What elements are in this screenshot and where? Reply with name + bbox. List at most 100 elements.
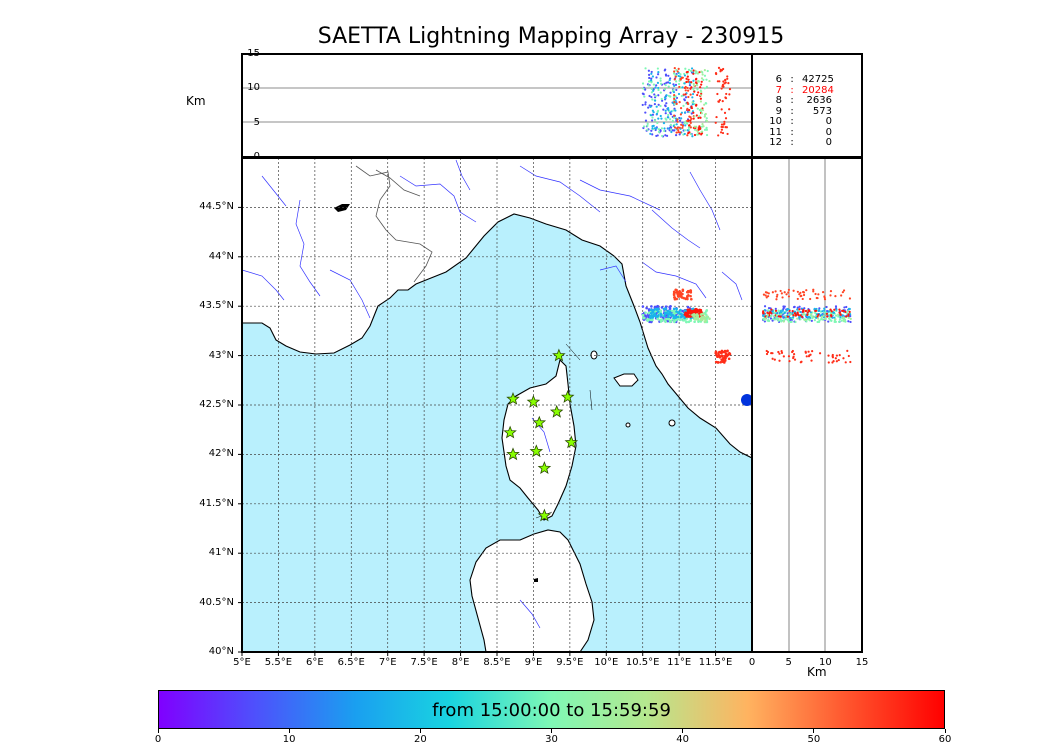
lightning-source: [684, 297, 688, 301]
stats-count: 573: [812, 105, 832, 117]
altitude-source: [673, 70, 676, 73]
lightning-source: [641, 305, 645, 308]
lat-alt-source: [784, 317, 787, 321]
altitude-source: [705, 85, 709, 88]
lat-alt-source: [766, 316, 769, 319]
stats-table: 6:42725 7:20284 8:2636 9:573 10:0 11:0 12:0: [760, 74, 834, 149]
lat-alt-tick-label: 5: [785, 657, 792, 668]
altitude-source: [684, 89, 687, 92]
altitude-source: [693, 90, 696, 93]
lon-tick-label: 8°E: [451, 657, 470, 668]
lat-alt-source: [775, 317, 779, 320]
lat-alt-source: [798, 308, 801, 311]
lat-alt-source: [787, 295, 791, 298]
altitude-source: [665, 81, 668, 84]
lightning-source: [681, 309, 684, 313]
altitude-source: [690, 67, 694, 70]
lat-alt-source: [808, 316, 812, 319]
lightning-source: [708, 317, 711, 320]
altitude-source: [651, 113, 655, 116]
altitude-source: [666, 81, 670, 84]
altitude-source: [684, 96, 688, 99]
altitude-source: [692, 69, 695, 72]
lat-alt-source: [839, 313, 842, 316]
altitude-source: [664, 112, 667, 115]
lon-tick-label: 5°E: [233, 657, 251, 668]
lon-tick-label: 6°E: [306, 657, 324, 668]
lat-alt-source: [830, 310, 833, 313]
lightning-source: [697, 320, 700, 323]
altitude-source: [644, 111, 647, 114]
lightning-source: [694, 307, 698, 311]
altitude-source: [701, 109, 705, 112]
lat-alt-source: [837, 315, 840, 318]
colorbar-tickmark: [551, 729, 552, 733]
altitude-source: [679, 107, 683, 110]
altitude-source: [663, 69, 666, 72]
altitude-source: [657, 128, 661, 131]
altitude-source: [682, 104, 685, 107]
lightning-source: [668, 305, 671, 309]
stats-level: 7: [775, 84, 782, 96]
lat-alt-source: [813, 318, 816, 322]
lat-alt-source: [847, 316, 850, 319]
stats-count: 0: [825, 137, 832, 148]
lat-alt-source: [830, 319, 833, 322]
lat-alt-source: [822, 314, 825, 317]
altitude-source: [718, 80, 721, 83]
altitude-source: [703, 69, 706, 72]
lat-alt-source: [804, 309, 808, 313]
altitude-source: [669, 123, 672, 126]
altitude-source: [660, 134, 664, 138]
altitude-source: [680, 123, 683, 126]
altitude-source: [687, 95, 690, 99]
lat-alt-source: [827, 320, 830, 323]
lat-alt-source: [789, 320, 792, 324]
altitude-source: [659, 91, 662, 94]
altitude-source: [683, 98, 686, 101]
lon-tick-label: 7°E: [378, 657, 397, 668]
altitude-tick-label: 10: [247, 82, 260, 94]
lat-alt-source: [791, 350, 794, 354]
station-star: [532, 415, 547, 429]
altitude-source: [696, 88, 699, 91]
altitude-source: [678, 85, 681, 89]
altitude-source: [655, 84, 658, 87]
altitude-source: [687, 80, 690, 83]
altitude-source: [686, 107, 689, 110]
lat-alt-source: [837, 358, 840, 362]
lightning-source: [674, 316, 677, 320]
altitude-source: [700, 90, 703, 94]
altitude-source: [681, 126, 684, 129]
lightning-source: [679, 312, 683, 316]
altitude-source: [675, 123, 678, 126]
lat-alt-source: [847, 354, 850, 358]
altitude-source: [652, 124, 655, 127]
altitude-source: [702, 125, 705, 128]
lat-alt-source: [833, 308, 836, 311]
altitude-source: [673, 107, 676, 110]
lat-alt-source: [839, 316, 842, 319]
altitude-source: [688, 108, 691, 112]
altitude-source: [670, 130, 673, 134]
altitude-source: [683, 82, 686, 85]
altitude-source: [667, 108, 670, 111]
lightning-source: [686, 305, 690, 309]
altitude-source: [650, 70, 653, 74]
altitude-source: [674, 75, 677, 78]
lat-tick-label: 43°N: [208, 349, 234, 361]
lat-alt-source: [779, 317, 782, 320]
altitude-source: [688, 124, 691, 127]
lightning-source: [668, 320, 672, 324]
altitude-source: [708, 79, 711, 83]
lat-alt-source: [840, 319, 843, 322]
altitude-source: [657, 86, 660, 90]
altitude-source: [650, 119, 654, 122]
altitude-source: [720, 123, 724, 126]
altitude-source: [676, 70, 679, 73]
lat-alt-source: [776, 293, 779, 296]
lightning-source: [702, 315, 706, 319]
lat-alt-source: [781, 296, 784, 299]
altitude-source: [649, 114, 653, 117]
altitude-source: [703, 74, 707, 77]
